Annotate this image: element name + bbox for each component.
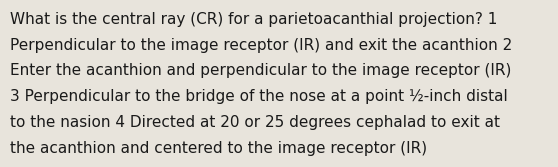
Text: Enter the acanthion and perpendicular to the image receptor (IR): Enter the acanthion and perpendicular to…: [10, 63, 512, 78]
Text: Perpendicular to the image receptor (IR) and exit the acanthion 2: Perpendicular to the image receptor (IR)…: [10, 38, 512, 53]
Text: 3 Perpendicular to the bridge of the nose at a point ½-inch distal: 3 Perpendicular to the bridge of the nos…: [10, 89, 508, 104]
Text: the acanthion and centered to the image receptor (IR): the acanthion and centered to the image …: [10, 141, 427, 156]
Text: to the nasion 4 Directed at 20 or 25 degrees cephalad to exit at: to the nasion 4 Directed at 20 or 25 deg…: [10, 115, 500, 130]
Text: What is the central ray (CR) for a parietoacanthial projection? 1: What is the central ray (CR) for a parie…: [10, 12, 497, 27]
